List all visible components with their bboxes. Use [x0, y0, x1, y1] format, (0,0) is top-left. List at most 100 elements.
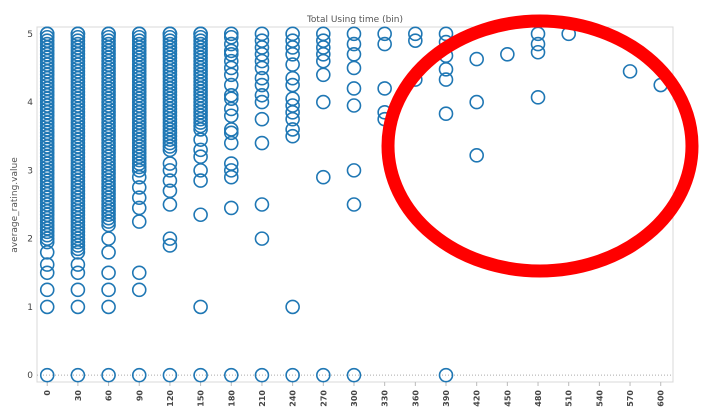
x-tick-label: 270 — [319, 390, 328, 407]
scatter-point — [500, 47, 515, 62]
x-tick-label: 120 — [166, 390, 175, 407]
scatter-point — [162, 29, 178, 45]
x-tick-label: 60 — [105, 390, 114, 402]
scatter-point — [377, 26, 392, 42]
scatter-point — [254, 135, 270, 151]
scatter-point — [285, 40, 300, 55]
scatter-point — [39, 282, 55, 298]
x-tick-label: 420 — [473, 390, 482, 407]
scatter-point — [223, 169, 239, 185]
scatter-point — [70, 29, 86, 45]
x-tick-label: 240 — [289, 390, 298, 407]
scatter-point — [346, 36, 362, 52]
scatter-point — [223, 91, 239, 106]
x-tick-label: 540 — [595, 390, 604, 407]
scatter-point — [346, 60, 362, 76]
scatter-point — [377, 81, 392, 96]
scatter-point — [254, 94, 270, 110]
scatter-point — [193, 26, 208, 42]
x-tick-label: 510 — [565, 390, 574, 407]
scatter-point — [408, 33, 423, 48]
scatter-point — [316, 67, 331, 83]
scatter-point — [316, 169, 331, 185]
scatter-point — [438, 106, 454, 122]
scatter-point — [285, 111, 300, 127]
scatter-point — [285, 122, 300, 137]
scatter-point — [70, 367, 86, 383]
scatter-point — [131, 200, 147, 216]
scatter-point — [346, 197, 362, 212]
x-tick-label: 390 — [442, 390, 451, 407]
scatter-point — [131, 265, 147, 281]
scatter-point — [223, 200, 239, 216]
x-tick-label: 300 — [350, 390, 359, 407]
scatter-point — [162, 156, 178, 171]
scatter-point — [530, 90, 546, 105]
scatter-point — [101, 282, 116, 298]
scatter-point — [70, 299, 86, 315]
y-axis-label: average_rating.value — [10, 157, 20, 253]
scatter-point — [162, 367, 178, 383]
scatter-point — [530, 36, 546, 52]
scatter-point — [223, 26, 239, 42]
scatter-point — [223, 125, 239, 141]
x-tick-label: 150 — [197, 390, 206, 407]
x-axis: 0 30 60 90 120 150 180 210 240 270 300 330 360 390 420… — [43, 382, 666, 407]
scatter-point — [39, 29, 55, 45]
scatter-point — [254, 70, 270, 86]
scatter-point — [254, 111, 270, 127]
x-tick-label: 570 — [626, 390, 635, 407]
scatter-point — [193, 367, 208, 383]
y-tick-label: 4 — [27, 98, 33, 108]
scatter-point — [101, 36, 116, 52]
scatter-point — [469, 51, 484, 67]
scatter-point — [131, 26, 147, 42]
scatter-point — [285, 105, 300, 120]
scatter-point — [193, 36, 208, 52]
scatter-point — [162, 163, 178, 178]
scatter-point — [285, 128, 300, 144]
x-tick-label: 330 — [381, 390, 390, 407]
scatter-point — [622, 64, 638, 79]
scatter-point — [285, 299, 300, 315]
scatter-point — [162, 238, 178, 253]
x-tick-label: 90 — [135, 390, 144, 402]
scatter-point — [193, 173, 208, 188]
scatter-point — [469, 94, 484, 110]
scatter-point — [70, 36, 86, 52]
scatter-point — [39, 26, 55, 42]
x-tick-label: 360 — [411, 390, 420, 407]
scatter-point — [223, 135, 239, 151]
scatter-point — [285, 47, 300, 62]
scatter-point — [193, 207, 208, 223]
scatter-point — [530, 44, 546, 60]
scatter-point — [223, 36, 239, 52]
scatter-point — [162, 173, 178, 188]
scatter-point — [285, 70, 300, 86]
y-tick-label: 2 — [27, 235, 33, 245]
y-axis: 0 1 2 3 4 5 — [27, 30, 33, 381]
x-tick-label: 30 — [74, 390, 83, 402]
scatter-point — [101, 26, 116, 42]
y-tick-label: 1 — [27, 303, 33, 313]
scatter-point — [223, 163, 239, 178]
scatter-point — [162, 26, 178, 42]
scatter-point — [254, 87, 270, 103]
scatter-point — [316, 94, 331, 110]
scatter-point — [254, 231, 270, 246]
scatter-point — [39, 234, 55, 250]
scatter-point — [131, 282, 147, 298]
scatter-point — [254, 197, 270, 212]
scatter-point — [39, 265, 55, 281]
scatter-point — [193, 29, 208, 45]
scatter-point — [70, 33, 86, 48]
scatter-point — [346, 98, 362, 113]
scatter-point — [131, 190, 147, 205]
x-tick-label: 0 — [43, 390, 52, 396]
scatter-point — [408, 26, 423, 42]
y-tick-label: 3 — [27, 166, 33, 176]
scatter-point — [101, 299, 116, 315]
scatter-point — [377, 36, 392, 52]
scatter-point — [70, 265, 86, 281]
scatter-point — [254, 77, 270, 93]
